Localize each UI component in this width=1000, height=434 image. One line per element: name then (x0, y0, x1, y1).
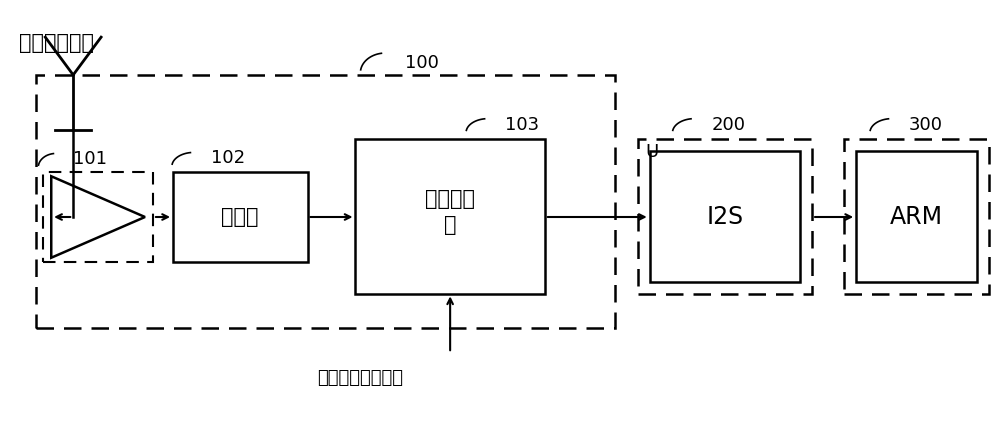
Text: 102: 102 (211, 149, 245, 168)
Polygon shape (51, 176, 145, 258)
FancyBboxPatch shape (173, 172, 308, 262)
Text: ARM: ARM (890, 204, 943, 229)
Text: 101: 101 (73, 150, 107, 168)
Text: 卫星通信信号: 卫星通信信号 (19, 33, 94, 53)
FancyBboxPatch shape (856, 151, 977, 282)
Text: U: U (646, 143, 659, 161)
Text: 100: 100 (405, 54, 439, 72)
Text: 200: 200 (711, 115, 745, 134)
FancyBboxPatch shape (355, 139, 545, 293)
FancyBboxPatch shape (650, 151, 800, 282)
Text: 滤波器: 滤波器 (221, 207, 259, 227)
Text: 300: 300 (909, 115, 943, 134)
Text: 正交混频
器: 正交混频 器 (425, 189, 475, 235)
Text: 预设射频本振信号: 预设射频本振信号 (317, 369, 403, 387)
Text: 103: 103 (505, 115, 539, 134)
Text: I2S: I2S (706, 204, 743, 229)
